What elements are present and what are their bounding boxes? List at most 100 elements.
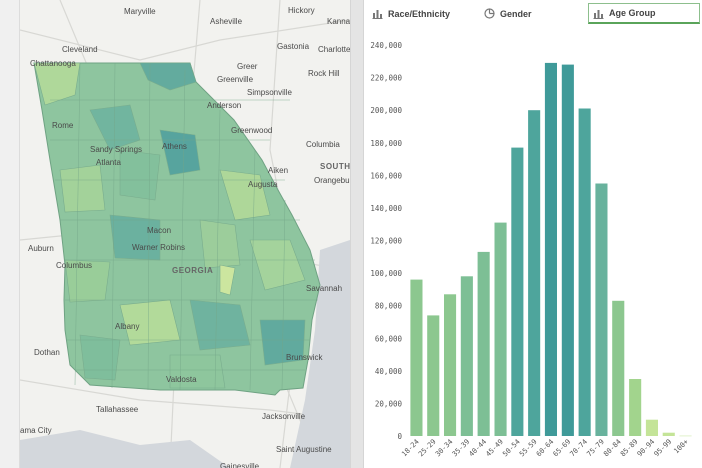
tab-gender-label: Gender: [500, 8, 532, 19]
map-label: Anderson: [207, 101, 242, 110]
map-label: Columbus: [56, 261, 93, 270]
bar[interactable]: [629, 379, 642, 436]
x-tick-label: 55-59: [518, 438, 539, 459]
bar[interactable]: [494, 222, 507, 436]
x-tick-label: 60-64: [535, 438, 556, 459]
map-label: Asheville: [210, 17, 243, 26]
y-tick-label: 180,000: [370, 139, 402, 148]
y-tick-label: 240,000: [370, 41, 402, 50]
x-tick-label: 50-54: [501, 438, 522, 459]
tab-race-ethnicity-label: Race/Ethnicity: [388, 8, 451, 19]
map-label: Greenville: [217, 75, 254, 84]
map-label: Aiken: [268, 166, 289, 175]
x-tick-label: 30-34: [434, 438, 455, 459]
map-label: Athens: [162, 142, 187, 151]
x-tick-label: 45-49: [484, 438, 505, 459]
map-label: Rock Hill: [308, 69, 340, 78]
x-tick-label: 40-44: [468, 438, 489, 459]
map-label: Gainesville: [220, 462, 260, 468]
y-tick-label: 20,000: [375, 399, 403, 408]
map-label: Auburn: [28, 244, 54, 253]
y-tick-label: 40,000: [375, 367, 403, 376]
map-label: Maryville: [124, 7, 156, 16]
tab-age-group-label: Age Group: [609, 8, 656, 18]
x-tick-label: 70-74: [568, 438, 589, 459]
map-label: Valdosta: [166, 375, 197, 384]
x-tick-label: 25-29: [417, 438, 438, 459]
map-label: Macon: [147, 226, 172, 235]
georgia-map[interactable]: Maryville Asheville Hickory Kanna Cleveland G…: [20, 0, 350, 468]
map-label: ama City: [20, 426, 52, 435]
map-label: Sandy Springs: [90, 145, 143, 154]
y-tick-label: 140,000: [370, 204, 402, 213]
tab-bar: Race/Ethnicity Gender Age Group: [364, 0, 702, 28]
y-tick-label: 200,000: [370, 106, 402, 115]
x-tick-label: 85-89: [619, 438, 640, 459]
bar[interactable]: [444, 294, 457, 436]
y-tick-label: 80,000: [375, 302, 403, 311]
x-tick-label: 65-69: [552, 438, 573, 459]
bar[interactable]: [662, 432, 675, 436]
map-label: Atlanta: [96, 158, 121, 167]
map-label: Jacksonville: [262, 412, 306, 421]
x-tick-label: 35-39: [451, 438, 472, 459]
panel-divider[interactable]: [350, 0, 364, 468]
y-tick-label: 60,000: [375, 334, 403, 343]
map-label: SOUTH: [320, 162, 350, 171]
bar-chart-icon: [372, 10, 383, 19]
map-label: Columbia: [306, 140, 340, 149]
map-label: Albany: [115, 322, 140, 331]
map-label: Augusta: [248, 180, 278, 189]
tab-gender[interactable]: Gender: [480, 3, 536, 24]
bar[interactable]: [595, 183, 608, 437]
x-tick-label: 18-24: [400, 438, 421, 459]
age-group-bar-chart[interactable]: 0 20,000 40,000 60,000 80,000 100,000 120,000 1…: [364, 28, 702, 468]
map-label: Brunswick: [286, 353, 323, 362]
bar[interactable]: [679, 435, 692, 437]
left-gutter: [0, 0, 20, 468]
bar[interactable]: [578, 108, 591, 437]
map-label: Gastonia: [277, 42, 310, 51]
y-tick-label: 100,000: [370, 269, 402, 278]
tab-age-group[interactable]: Age Group: [588, 3, 700, 24]
bar-chart-icon: [593, 9, 604, 19]
map-label: Chattanooga: [30, 59, 76, 68]
map-label: Dothan: [34, 348, 60, 357]
map-label: Simpsonville: [247, 88, 292, 97]
map-label: Saint Augustine: [276, 445, 332, 454]
map-label: Cleveland: [62, 45, 98, 54]
y-tick-label: 0: [397, 432, 402, 441]
bar[interactable]: [477, 251, 490, 436]
y-tick-label: 160,000: [370, 171, 402, 180]
y-tick-label: 220,000: [370, 74, 402, 83]
map-label: Rome: [52, 121, 74, 130]
x-tick-label: 75-79: [585, 438, 606, 459]
map-label: Hickory: [288, 6, 315, 15]
bar[interactable]: [410, 279, 423, 436]
map-label: Tallahassee: [96, 405, 139, 414]
x-tick-label: 100+: [672, 438, 690, 456]
map-label: Savannah: [306, 284, 343, 293]
tab-race-ethnicity[interactable]: Race/Ethnicity: [368, 3, 454, 24]
bar[interactable]: [511, 147, 524, 436]
x-tick-label: 95-99: [653, 438, 674, 459]
bar[interactable]: [528, 110, 541, 436]
map-label: Warner Robins: [132, 243, 186, 252]
x-tick-label: 90-94: [636, 438, 657, 459]
bar[interactable]: [460, 276, 473, 436]
map-label: Orangebur: [314, 176, 350, 185]
map-label: Greer: [237, 62, 258, 71]
bar[interactable]: [561, 64, 574, 436]
x-tick-label: 80-84: [602, 438, 623, 459]
map-label: Kanna: [327, 17, 350, 26]
pie-chart-icon: [484, 8, 495, 19]
chart-panel: Race/Ethnicity Gender Age Group 0 20,000 4…: [364, 0, 702, 468]
map-label: Charlotte: [318, 45, 350, 54]
bar[interactable]: [645, 419, 658, 436]
bar[interactable]: [544, 62, 557, 437]
bar[interactable]: [427, 315, 440, 436]
bar[interactable]: [612, 300, 625, 436]
map-canvas[interactable]: [20, 0, 350, 468]
map-label: Greenwood: [231, 126, 273, 135]
